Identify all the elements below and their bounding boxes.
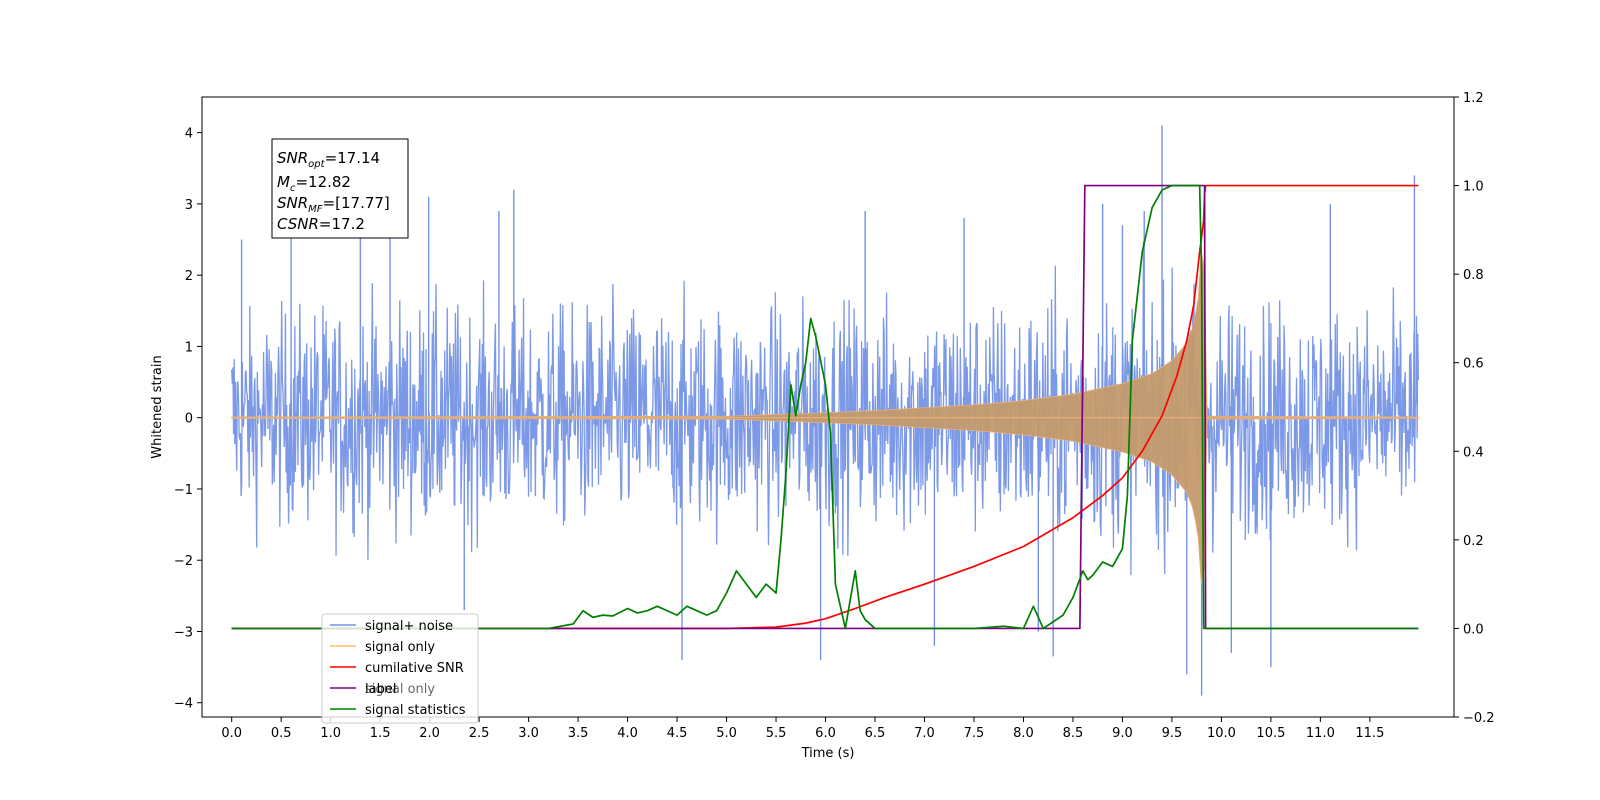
info-box: SNRopt=17.14 Mc=12.82 SNRMF=[17.77] CSNR… <box>271 138 409 239</box>
x-tick-label: 1.0 <box>320 726 341 741</box>
x-tick-label: 10.0 <box>1207 726 1236 741</box>
y-tick-label: −4 <box>174 697 193 712</box>
y-tick-label: 2 <box>185 269 193 284</box>
y2-axis-ticks: −0.2 0.0 0.2 0.4 0.6 0.8 1.0 1.2 <box>1454 91 1495 726</box>
y-axis-ticks: −4 −3 −2 −1 0 1 2 3 4 <box>174 127 202 712</box>
x-tick-label: 7.0 <box>914 726 935 741</box>
x-tick-label: 1.5 <box>370 726 391 741</box>
info-line-csnr: CSNR=17.2 <box>277 215 365 233</box>
y2-tick-label: 0.0 <box>1463 622 1484 637</box>
series-signal-noise-line <box>231 241 1420 576</box>
info-value: =12.82 <box>295 173 351 191</box>
info-symbol: SNR <box>277 149 308 167</box>
legend-label-cumilative-snr: cumilative SNR <box>365 661 464 676</box>
legend-label-signal-noise: signal+ noise <box>365 619 453 634</box>
x-axis-ticks: 0.0 0.5 1.0 1.5 2.0 2.5 3.0 3.5 4.0 4.5 5.0 5.5 6.0 6… <box>221 717 1384 741</box>
x-tick-label: 8.5 <box>1063 726 1084 741</box>
x-tick-label: 11.5 <box>1355 726 1384 741</box>
series-signal-statistics-line <box>231 184 1419 630</box>
x-axis-label: Time (s) <box>801 746 855 761</box>
x-tick-label: 3.0 <box>518 726 539 741</box>
y-tick-label: −2 <box>174 554 193 569</box>
info-line-mc: Mc=12.82 <box>277 173 351 194</box>
x-tick-label: 0.5 <box>271 726 292 741</box>
x-tick-label: 9.5 <box>1162 726 1183 741</box>
y2-tick-label: 0.4 <box>1463 445 1484 460</box>
info-symbol: M <box>277 173 290 191</box>
info-subscript: c <box>290 183 296 194</box>
info-symbol: SNR <box>277 194 308 212</box>
x-tick-label: 4.0 <box>617 726 638 741</box>
info-value: =17.2 <box>319 215 365 233</box>
y-tick-label: 3 <box>185 198 193 213</box>
x-tick-label: 10.5 <box>1256 726 1285 741</box>
y2-tick-label: 1.2 <box>1463 91 1484 106</box>
series-layer <box>231 125 1420 696</box>
y-tick-label: 0 <box>185 412 193 427</box>
x-tick-label: 7.5 <box>964 726 985 741</box>
x-tick-label: 4.5 <box>667 726 688 741</box>
x-tick-label: 8.0 <box>1013 726 1034 741</box>
legend-ghost-text: signal only <box>365 682 435 697</box>
x-tick-label: 3.5 <box>568 726 589 741</box>
legend-label-signal-only: signal only <box>365 640 435 655</box>
legend-label-signal-statistics: signal statistics <box>365 703 466 718</box>
x-tick-label: 6.0 <box>815 726 836 741</box>
info-box-frame <box>271 138 409 239</box>
info-subscript: opt <box>308 159 325 170</box>
y2-tick-label: 0.8 <box>1463 268 1484 283</box>
x-tick-label: 2.0 <box>419 726 440 741</box>
y-tick-label: −3 <box>174 625 193 640</box>
info-value: =17.14 <box>325 149 381 167</box>
legend-label-label: label <box>365 682 396 697</box>
y2-tick-label: 0.6 <box>1463 357 1484 372</box>
legend: signal+ noise signal only cumilative SNR… <box>321 613 479 724</box>
y-tick-label: 4 <box>185 127 193 142</box>
y-axis-label: Whitened strain <box>150 355 165 458</box>
info-subscript: MF <box>308 204 323 215</box>
info-line-snr-mf: SNRMF=[17.77] <box>277 194 390 215</box>
info-symbol: CSNR <box>277 215 319 233</box>
info-line-snr-opt: SNRopt=17.14 <box>277 149 380 170</box>
y-tick-label: −1 <box>174 483 193 498</box>
y2-tick-label: 0.2 <box>1463 534 1484 549</box>
info-value: =[17.77] <box>323 194 390 212</box>
x-tick-label: 5.0 <box>716 726 737 741</box>
y2-tick-label: −0.2 <box>1463 711 1495 726</box>
y-tick-label: 1 <box>185 340 193 355</box>
legend-frame <box>321 613 479 724</box>
x-tick-label: 11.0 <box>1306 726 1335 741</box>
plot-frame <box>201 96 1455 718</box>
x-tick-label: 9.0 <box>1112 726 1133 741</box>
x-tick-label: 6.5 <box>865 726 886 741</box>
x-tick-label: 2.5 <box>469 726 490 741</box>
x-tick-label: 5.5 <box>766 726 787 741</box>
y2-tick-label: 1.0 <box>1463 180 1484 195</box>
x-tick-label: 0.0 <box>221 726 242 741</box>
